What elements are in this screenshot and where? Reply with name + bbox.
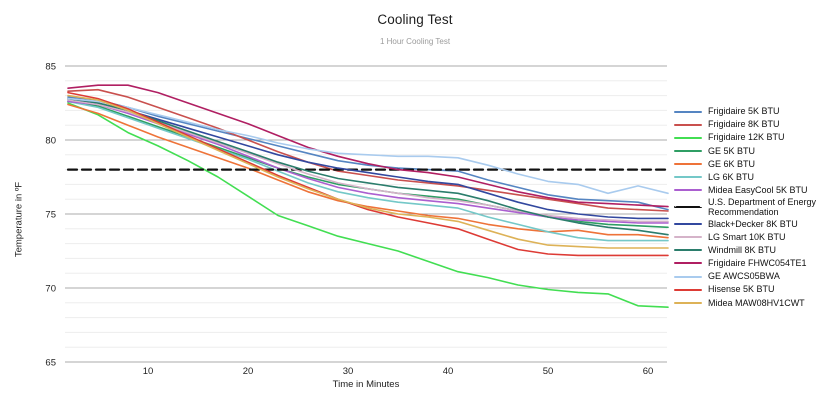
x-axis-title: Time in Minutes — [332, 379, 400, 390]
series-line-hisense-5k-btu[interactable] — [67, 91, 669, 257]
series-line-ge-awcs05bwa[interactable] — [67, 97, 669, 195]
y-tick-label: 85 — [45, 62, 56, 73]
legend-swatch-frigidaire-5k-btu — [674, 110, 702, 113]
x-tick-label: 10 — [143, 366, 154, 377]
series-line-frigidaire-8k-btu[interactable] — [67, 88, 669, 212]
x-tick-label: 50 — [543, 366, 554, 377]
legend-item-hisense-5k-btu[interactable]: Hisense 5K BTU — [674, 283, 826, 296]
x-tick-label: 40 — [443, 366, 454, 377]
legend-swatch-midea-easycool-5k-btu — [674, 189, 702, 192]
legend-swatch-lg-6k-btu — [674, 176, 702, 179]
legend-item-midea-maw08hv1cwt[interactable]: Midea MAW08HV1CWT — [674, 296, 826, 309]
legend-label: GE 5K BTU — [708, 145, 756, 156]
x-tick-label: 60 — [643, 366, 654, 377]
y-tick-label: 75 — [45, 210, 56, 221]
legend-label: Frigidaire 12K BTU — [708, 132, 785, 143]
legend-item-ge-awcs05bwa[interactable]: GE AWCS05BWA — [674, 270, 826, 283]
legend-label: Midea EasyCool 5K BTU — [708, 184, 808, 195]
legend-label: LG 6K BTU — [708, 171, 755, 182]
x-tick-label: 30 — [343, 366, 354, 377]
y-tick-label: 80 — [45, 136, 56, 147]
legend-swatch-midea-maw08hv1cwt — [674, 301, 702, 304]
legend-label: Hisense 5K BTU — [708, 284, 775, 295]
legend-item-frigidaire-8k-btu[interactable]: Frigidaire 8K BTU — [674, 118, 826, 131]
series-line-frigidaire-12k-btu[interactable] — [67, 102, 669, 309]
legend-swatch-ge-6k-btu — [674, 162, 702, 165]
series-line-windmill-8k-btu[interactable] — [67, 97, 669, 236]
legend-label: Windmill 8K BTU — [708, 245, 777, 256]
y-axis-title: Temperature in ºF — [13, 181, 25, 258]
legend-item-ge-6k-btu[interactable]: GE 6K BTU — [674, 157, 826, 170]
legend-swatch-ge-awcs05bwa — [674, 275, 702, 278]
chart-subtitle: 1 Hour Cooling Test — [379, 37, 451, 46]
legend-item-frigidaire-5k-btu[interactable]: Frigidaire 5K BTU — [674, 105, 826, 118]
series-line-lg-smart-10k-btu[interactable] — [67, 99, 669, 223]
legend-swatch-frigidaire-12k-btu — [674, 136, 702, 139]
legend-label: Frigidaire FHWC054TE1 — [708, 258, 807, 269]
legend-label: GE 6K BTU — [708, 158, 756, 169]
legend-item-u-s-department-of-energy-recommendation[interactable]: U.S. Department of Energy Recommendation — [674, 197, 826, 218]
legend-swatch-hisense-5k-btu — [674, 288, 702, 291]
x-tick-label: 20 — [243, 366, 254, 377]
legend-swatch-u-s-department-of-energy-recommendation — [674, 206, 702, 209]
legend-item-black-decker-8k-btu[interactable]: Black+Decker 8K BTU — [674, 218, 826, 231]
series-line-ge-6k-btu[interactable] — [67, 103, 669, 239]
y-tick-label: 70 — [45, 284, 56, 295]
chart-title: Cooling Test — [377, 12, 453, 27]
legend-item-frigidaire-12k-btu[interactable]: Frigidaire 12K BTU — [674, 131, 826, 144]
series-line-lg-6k-btu[interactable] — [67, 100, 669, 242]
series-line-midea-maw08hv1cwt[interactable] — [67, 94, 669, 249]
series-line-frigidaire-fhwc054te1[interactable] — [67, 84, 669, 208]
legend-label: Black+Decker 8K BTU — [708, 218, 798, 229]
legend-label: GE AWCS05BWA — [708, 271, 780, 282]
legend-item-windmill-8k-btu[interactable]: Windmill 8K BTU — [674, 244, 826, 257]
legend-label: Frigidaire 8K BTU — [708, 119, 780, 130]
y-tick-label: 65 — [45, 358, 56, 369]
legend: Frigidaire 5K BTU Frigidaire 8K BTU Frigid… — [674, 105, 826, 309]
legend-label: Midea MAW08HV1CWT — [708, 297, 805, 308]
legend-swatch-frigidaire-8k-btu — [674, 123, 702, 126]
legend-swatch-windmill-8k-btu — [674, 249, 702, 252]
legend-swatch-frigidaire-fhwc054te1 — [674, 262, 702, 265]
legend-item-midea-easycool-5k-btu[interactable]: Midea EasyCool 5K BTU — [674, 184, 826, 197]
legend-swatch-black-decker-8k-btu — [674, 223, 702, 226]
legend-label: U.S. Department of Energy Recommendation — [708, 196, 817, 218]
legend-swatch-lg-smart-10k-btu — [674, 236, 702, 239]
legend-label: Frigidaire 5K BTU — [708, 106, 780, 117]
legend-item-ge-5k-btu[interactable]: GE 5K BTU — [674, 144, 826, 157]
legend-item-lg-6k-btu[interactable]: LG 6K BTU — [674, 170, 826, 183]
legend-item-frigidaire-fhwc054te1[interactable]: Frigidaire FHWC054TE1 — [674, 257, 826, 270]
series-line-frigidaire-5k-btu[interactable] — [67, 96, 669, 211]
legend-swatch-ge-5k-btu — [674, 149, 702, 152]
legend-label: LG Smart 10K BTU — [708, 232, 786, 243]
series-line-black-decker-8k-btu[interactable] — [67, 99, 669, 220]
legend-item-lg-smart-10k-btu[interactable]: LG Smart 10K BTU — [674, 231, 826, 244]
